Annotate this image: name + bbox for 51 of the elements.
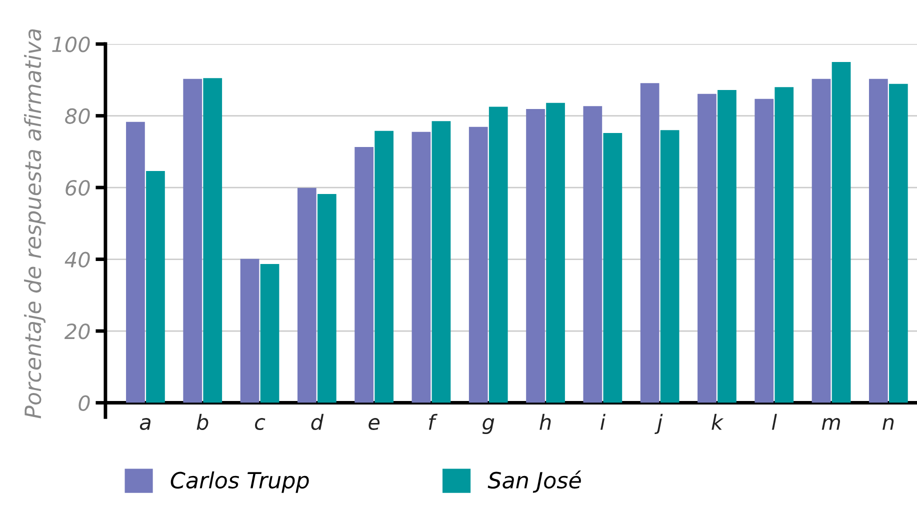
x-tick-label: d [311, 414, 324, 430]
bar [488, 106, 508, 403]
bar [183, 78, 202, 403]
bar [718, 90, 736, 403]
x-tick-label: l [772, 414, 777, 430]
bar [812, 78, 831, 403]
x-tick-label: g [482, 418, 494, 434]
y-tick-label: 40 [64, 252, 90, 268]
x-tick-label: k [712, 414, 724, 430]
legend-label: Carlos Trupp [170, 471, 309, 493]
x-tick-label: c [254, 418, 266, 430]
bar [260, 264, 280, 403]
bar [146, 171, 165, 403]
y-tick-label: 20 [64, 323, 90, 340]
bar [374, 130, 394, 403]
x-tick-label: b [196, 414, 208, 430]
y-tick-label: 60 [66, 180, 90, 196]
bar [354, 146, 374, 403]
bar [317, 194, 336, 403]
x-tick-label: f [428, 414, 438, 430]
bar [603, 132, 622, 403]
bar [698, 94, 716, 403]
x-tick-label: e [368, 418, 380, 430]
x-tick-label: j [654, 414, 663, 434]
bar [868, 78, 888, 403]
bar [546, 102, 565, 403]
x-tick-label: a [140, 418, 150, 430]
legend-label: San José [488, 470, 582, 493]
bar [432, 121, 451, 403]
bar [126, 122, 145, 403]
bar [754, 98, 774, 403]
bar [774, 87, 794, 403]
y-axis-title: Porcentaje de respuesta afirmativa [24, 29, 46, 418]
bar [640, 83, 660, 403]
x-tick-label: m [822, 418, 840, 430]
bar [240, 258, 260, 403]
bar [888, 84, 908, 403]
y-tick-label: 100 [52, 36, 90, 52]
bar [297, 188, 316, 403]
bar [203, 78, 222, 403]
x-tick-label: h [540, 414, 551, 430]
bar [832, 62, 851, 403]
bar [583, 106, 602, 403]
bar [660, 130, 680, 403]
bar [412, 132, 431, 403]
y-tick-label: 0 [78, 395, 90, 411]
x-tick-label: n [882, 418, 894, 430]
y-tick-label: 80 [65, 108, 90, 124]
bar [526, 108, 545, 403]
x-tick-label: i [600, 414, 606, 430]
bar [468, 126, 488, 403]
